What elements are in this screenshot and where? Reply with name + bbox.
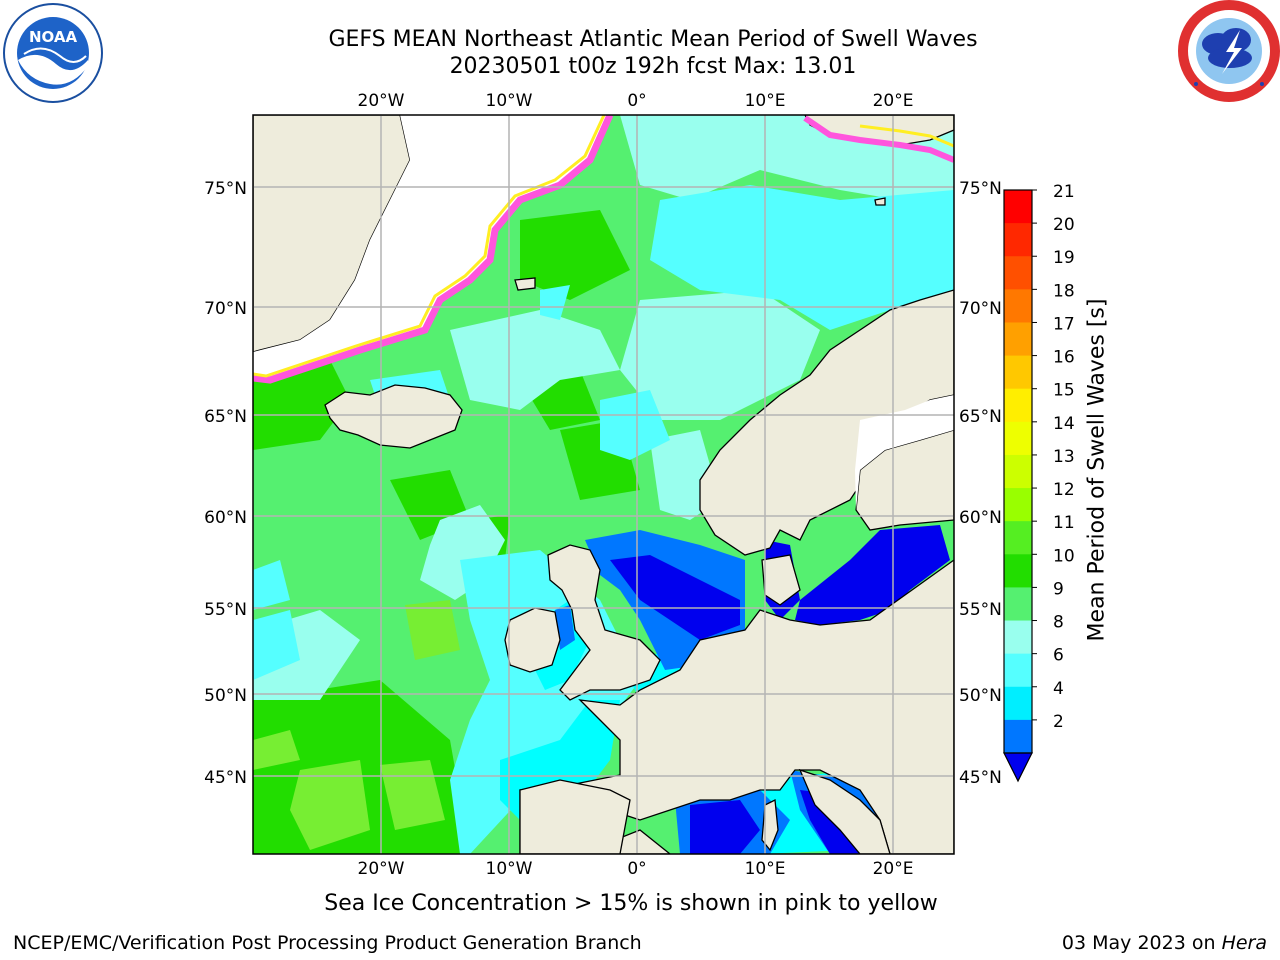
- colorbar-segment: [1004, 455, 1032, 489]
- colorbar-segment: [1004, 521, 1032, 555]
- colorbar-tick-label: 17: [1053, 314, 1075, 334]
- colorbar-label: Mean Period of Swell Waves [s]: [1085, 299, 1110, 642]
- lon-label-bottom-0: 0°: [627, 859, 646, 879]
- colorbar-tick-label: 13: [1053, 447, 1075, 467]
- lat-label-right-60n: 60°N: [959, 508, 1002, 528]
- colorbar-segment: [1004, 621, 1032, 655]
- colorbar-tick-label: 21: [1053, 182, 1075, 202]
- colorbar-tick-label: 10: [1053, 546, 1075, 566]
- colorbar-segment: [1004, 654, 1032, 688]
- colorbar-segment: [1004, 422, 1032, 456]
- colorbar-segment: [1004, 720, 1032, 754]
- colorbar-tick-label: 11: [1053, 513, 1075, 533]
- colorbar-tick-label: 8: [1053, 613, 1064, 633]
- lat-label-right-55n: 55°N: [959, 600, 1002, 620]
- colorbar-tick-label: 15: [1053, 381, 1075, 401]
- lat-labels-right: 75°N 70°N 65°N 60°N 55°N 50°N 45°N: [959, 179, 1002, 788]
- colorbar-tick-label: 20: [1053, 215, 1075, 235]
- colorbar: [1004, 190, 1032, 781]
- footer-credit: NCEP/EMC/Verification Post Processing Pr…: [13, 932, 642, 954]
- lat-label-left-55n: 55°N: [204, 600, 247, 620]
- colorbar-tick-label: 9: [1053, 579, 1064, 599]
- lon-label-top-10e: 10°E: [745, 91, 786, 111]
- lat-label-left-50n: 50°N: [204, 686, 247, 706]
- colorbar-segment: [1004, 289, 1032, 323]
- colorbar-segment: [1004, 256, 1032, 290]
- map-area: [253, 115, 954, 854]
- colorbar-tick-label: 18: [1053, 281, 1075, 301]
- colorbar-segment: [1004, 587, 1032, 621]
- colorbar-segment: [1004, 190, 1032, 224]
- lat-label-right-50n: 50°N: [959, 686, 1002, 706]
- colorbar-segment: [1004, 322, 1032, 356]
- lon-label-bottom-20w: 20°W: [358, 859, 405, 879]
- footer-host: Hera: [1222, 932, 1267, 954]
- colorbar-tick-label: 6: [1053, 646, 1064, 666]
- footer-date: 03 May 2023 on Hera: [1062, 932, 1267, 954]
- colorbar-segment: [1004, 687, 1032, 721]
- colorbar-segment: [1004, 488, 1032, 522]
- lat-labels-left: 75°N 70°N 65°N 60°N 55°N 50°N 45°N: [204, 179, 247, 788]
- lat-label-right-45n: 45°N: [959, 768, 1002, 788]
- colorbar-tick-label: 16: [1053, 348, 1075, 368]
- colorbar-tick-labels: 21 20 19 18 17 16 15 14 13 12 11 10 9 8 6 4 2: [1032, 182, 1075, 732]
- lat-label-left-65n: 65°N: [204, 407, 247, 427]
- colorbar-segment: [1004, 389, 1032, 423]
- lat-label-left-70n: 70°N: [204, 299, 247, 319]
- colorbar-extend-triangle: [1004, 753, 1032, 781]
- colorbar-tick-label: 19: [1053, 248, 1075, 268]
- lon-label-top-20e: 20°E: [873, 91, 914, 111]
- colorbar-tick-label: 12: [1053, 480, 1075, 500]
- colorbar-tick-label: 14: [1053, 414, 1075, 434]
- lon-labels-bottom: 20°W 10°W 0° 10°E 20°E: [358, 859, 914, 879]
- colorbar-segment: [1004, 356, 1032, 390]
- lon-label-bottom-10e: 10°E: [745, 859, 786, 879]
- colorbar-tick-label: 4: [1053, 679, 1064, 699]
- sea-ice-note: Sea Ice Concentration > 15% is shown in …: [150, 891, 1112, 916]
- lat-label-right-70n: 70°N: [959, 299, 1002, 319]
- lat-label-left-75n: 75°N: [204, 179, 247, 199]
- lon-label-top-20w: 20°W: [358, 91, 405, 111]
- colorbar-tick-label: 2: [1053, 712, 1064, 732]
- lat-label-right-65n: 65°N: [959, 407, 1002, 427]
- colorbar-segment: [1004, 554, 1032, 588]
- lon-labels-top: 20°W 10°W 0° 10°E 20°E: [358, 91, 914, 111]
- lon-label-bottom-20e: 20°E: [873, 859, 914, 879]
- lat-label-right-75n: 75°N: [959, 179, 1002, 199]
- colorbar-segment: [1004, 223, 1032, 257]
- lon-label-top-10w: 10°W: [486, 91, 533, 111]
- footer-date-text: 03 May 2023 on: [1062, 932, 1222, 954]
- lat-label-left-45n: 45°N: [204, 768, 247, 788]
- lat-label-left-60n: 60°N: [204, 508, 247, 528]
- lon-label-top-0: 0°: [627, 91, 646, 111]
- lon-label-bottom-10w: 10°W: [486, 859, 533, 879]
